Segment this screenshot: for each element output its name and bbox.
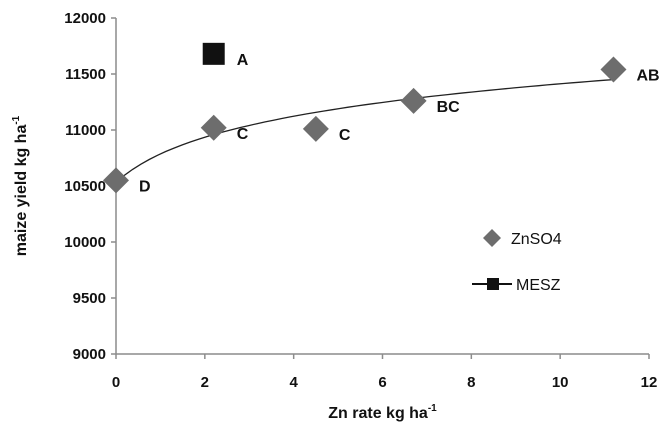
point-label: AB: [636, 68, 659, 85]
y-axis-title: maize yield kg ha-1: [11, 115, 30, 256]
x-axis-title-sup: -1: [428, 403, 437, 414]
legend-marker-square: [487, 278, 499, 290]
x-tick-label: 10: [552, 374, 569, 391]
data-points: [103, 42, 627, 194]
legend-item-mesz: MESZ: [472, 277, 561, 294]
point-mesz: [202, 42, 225, 65]
point-znso4: [200, 114, 227, 141]
legend-marker-diamond: [483, 229, 501, 247]
legend-item-znso4: ZnSO4: [483, 229, 562, 248]
point-label: BC: [437, 99, 461, 116]
y-tick-label: 9000: [73, 346, 106, 363]
point-znso4: [600, 56, 627, 83]
y-tick-label: 10500: [64, 178, 106, 195]
y-tick-label: 9500: [73, 290, 106, 307]
y-tick-label: 11000: [65, 122, 106, 139]
ticks: 0 2 4 6 8 10 12 9000 9500 10000 10500 11000 11500 120…: [64, 10, 657, 391]
legend: ZnSO4 MESZ: [472, 229, 562, 294]
data-labels: D C C BC AB A: [139, 52, 660, 196]
point-znso4: [103, 167, 129, 194]
x-axis-title-main: Zn rate kg ha: [328, 405, 428, 422]
point-znso4: [302, 115, 329, 142]
point-label: C: [339, 127, 351, 144]
trendline: [115, 78, 614, 183]
y-axis-title-main: maize yield kg ha: [13, 125, 30, 257]
point-label: C: [237, 126, 249, 143]
legend-label-znso4: ZnSO4: [511, 231, 562, 248]
point-label: D: [139, 178, 151, 195]
x-tick-label: 6: [378, 374, 386, 391]
x-tick-label: 4: [289, 374, 298, 391]
x-axis-title: Zn rate kg ha-1: [328, 403, 437, 422]
point-label: A: [237, 52, 249, 69]
legend-label-mesz: MESZ: [516, 277, 561, 294]
y-tick-label: 11500: [65, 66, 106, 83]
y-tick-label: 10000: [64, 234, 106, 251]
x-tick-label: 12: [641, 374, 658, 391]
y-tick-label: 12000: [64, 10, 106, 27]
y-axis-title-sup: -1: [11, 115, 22, 124]
x-tick-label: 2: [201, 374, 209, 391]
x-tick-label: 0: [112, 374, 120, 391]
trendline-layer: [115, 78, 614, 183]
x-tick-label: 8: [467, 374, 475, 391]
axes: [115, 18, 649, 355]
point-znso4: [400, 87, 427, 114]
